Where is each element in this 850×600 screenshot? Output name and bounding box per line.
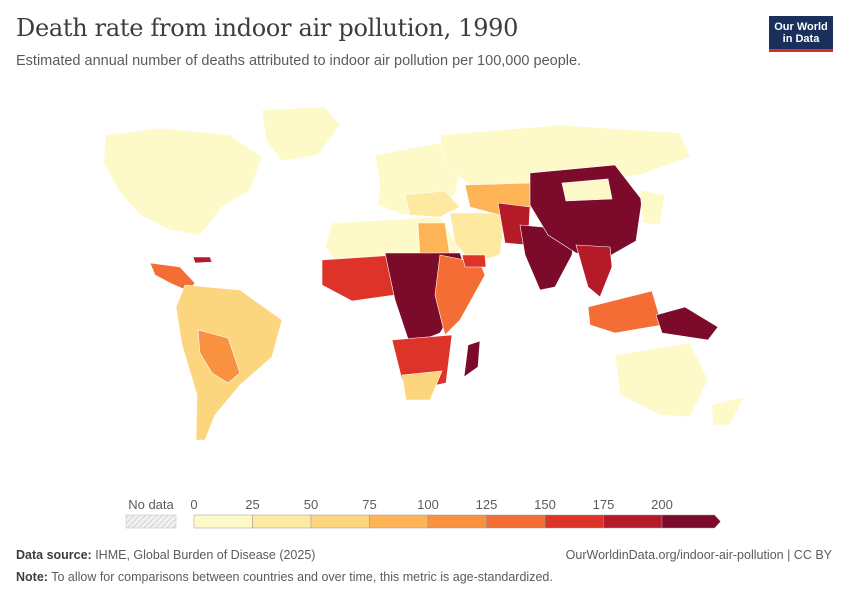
map-region-papua-new-guinea[interactable] <box>655 306 719 341</box>
note-label: Note: <box>16 570 48 584</box>
data-source-label: Data source: <box>16 548 92 562</box>
data-source: Data source: IHME, Global Burden of Dise… <box>16 548 315 562</box>
map-region-southeast-asia[interactable] <box>575 244 613 298</box>
legend-tick-0: 0 <box>190 497 197 512</box>
logo-line-1: Our World <box>774 21 828 33</box>
world-map <box>103 106 745 441</box>
legend-bin-7[interactable] <box>603 514 663 529</box>
legend-bin-5[interactable] <box>486 514 546 529</box>
legend-tick-25: 25 <box>245 497 259 512</box>
legend-bin-8[interactable] <box>661 514 721 529</box>
legend-no-data-label: No data <box>128 497 174 512</box>
source-credit-link[interactable]: OurWorldinData.org/indoor-air-pollution … <box>565 548 832 562</box>
legend-bin-3[interactable] <box>369 514 429 529</box>
legend-bin-4[interactable] <box>427 514 487 529</box>
legend-tick-75: 75 <box>362 497 376 512</box>
map-region-australia[interactable] <box>614 342 709 418</box>
legend-tick-50: 50 <box>304 497 318 512</box>
chart-subtitle: Estimated annual number of deaths attrib… <box>16 53 582 69</box>
chart-note: Note: To allow for comparisons between c… <box>16 570 553 584</box>
map-region-north-america[interactable] <box>103 127 263 236</box>
map-region-west-africa[interactable] <box>321 254 396 302</box>
legend-tick-150: 150 <box>534 497 556 512</box>
legend-bin-0[interactable] <box>193 514 253 529</box>
map-region-yemen[interactable] <box>461 254 487 268</box>
map-region-indonesia-philippines[interactable] <box>587 290 663 334</box>
legend-tick-200: 200 <box>651 497 673 512</box>
legend-no-data-swatch <box>125 514 177 529</box>
map-region-japan-korea[interactable] <box>639 189 666 226</box>
color-legend: No data 0 25 50 75 100 125 150 175 200 <box>125 497 721 529</box>
legend-tick-100: 100 <box>417 497 439 512</box>
legend-bin-2[interactable] <box>310 514 370 529</box>
note-text: To allow for comparisons between countri… <box>47 570 553 584</box>
owid-logo[interactable]: Our World in Data <box>769 16 833 52</box>
legend-tick-175: 175 <box>593 497 615 512</box>
map-region-south-africa[interactable] <box>401 370 443 401</box>
legend-tick-125: 125 <box>476 497 498 512</box>
data-source-text: IHME, Global Burden of Disease (2025) <box>91 548 316 562</box>
map-region-egypt[interactable] <box>417 222 451 258</box>
map-region-bolivia-peru[interactable] <box>197 329 241 384</box>
logo-line-2: in Data <box>782 33 820 45</box>
map-region-eastern-europe[interactable] <box>404 190 461 218</box>
chart-title: Death rate from indoor air pollution, 19… <box>16 14 519 42</box>
map-region-mongolia[interactable] <box>561 178 613 202</box>
map-region-caribbean[interactable] <box>192 256 213 264</box>
map-region-new-zealand[interactable] <box>711 396 745 426</box>
map-region-madagascar[interactable] <box>463 340 481 378</box>
legend-bin-1[interactable] <box>252 514 312 529</box>
map-region-greenland[interactable] <box>261 106 341 162</box>
legend-bin-6[interactable] <box>544 514 604 529</box>
